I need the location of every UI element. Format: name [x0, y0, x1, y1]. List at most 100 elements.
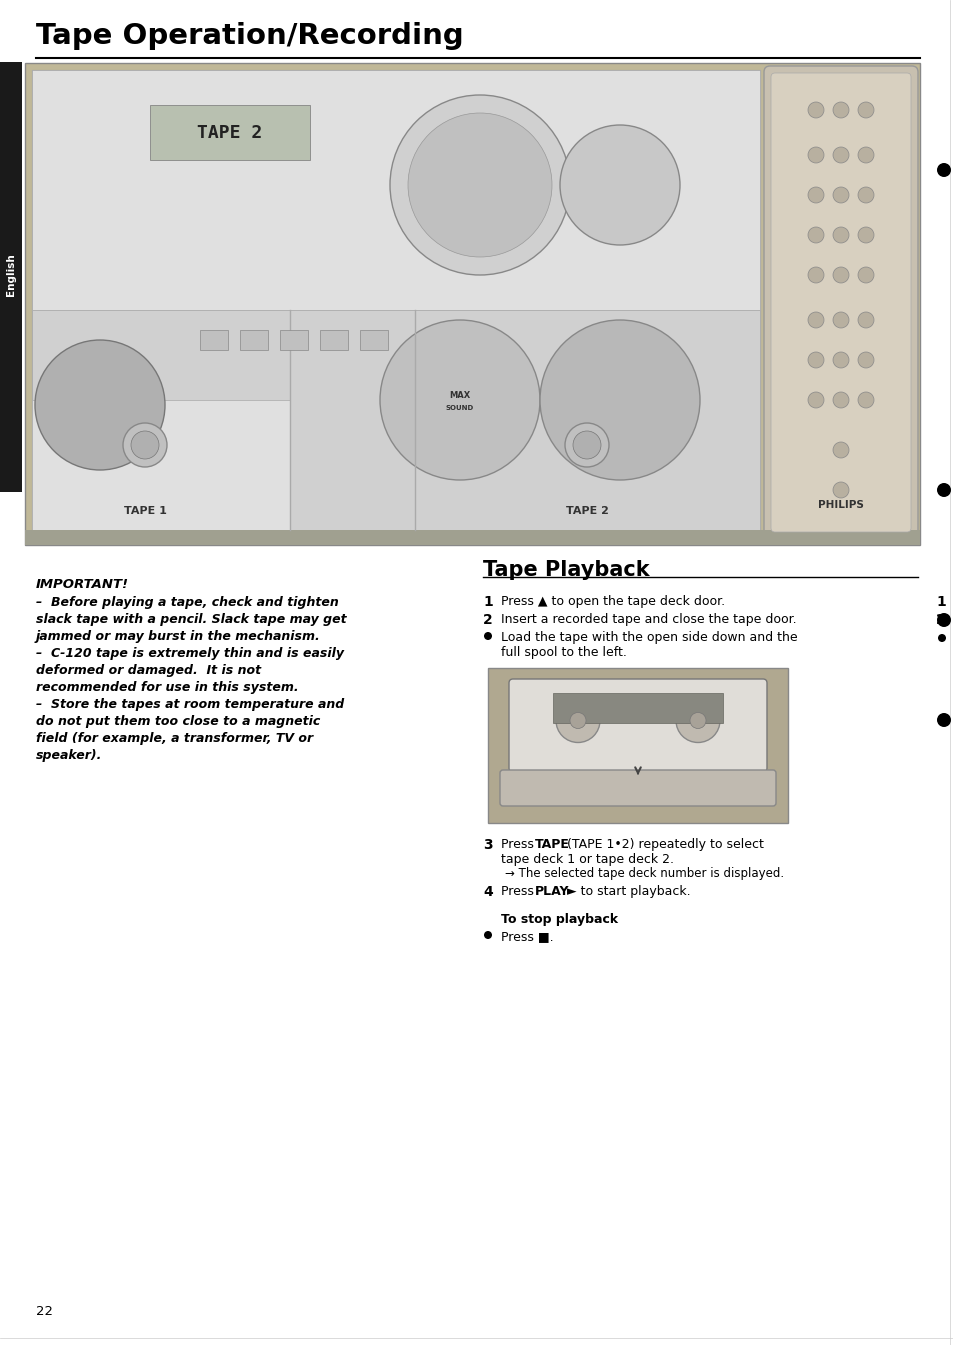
Circle shape: [832, 443, 848, 459]
Circle shape: [832, 391, 848, 408]
Circle shape: [390, 95, 569, 274]
Circle shape: [832, 102, 848, 118]
Bar: [280, 330, 308, 350]
Text: TAPE 2: TAPE 2: [565, 506, 608, 516]
Circle shape: [807, 312, 823, 328]
Text: –  Before playing a tape, check and tighten: – Before playing a tape, check and tight…: [36, 596, 338, 609]
Text: PLAY: PLAY: [535, 885, 569, 898]
Circle shape: [123, 422, 167, 467]
Text: English: English: [6, 254, 16, 296]
Text: full spool to the left.: full spool to the left.: [500, 646, 626, 659]
Circle shape: [573, 430, 600, 459]
Text: 2: 2: [935, 613, 944, 627]
Circle shape: [676, 698, 720, 742]
Bar: [150, 105, 310, 160]
Text: tape deck 1 or tape deck 2.: tape deck 1 or tape deck 2.: [500, 853, 673, 866]
Circle shape: [807, 102, 823, 118]
Circle shape: [936, 483, 950, 498]
Text: TAPE 1: TAPE 1: [124, 506, 166, 516]
Bar: [32, 309, 760, 530]
Circle shape: [936, 713, 950, 728]
Circle shape: [408, 113, 552, 257]
Text: field (for example, a transformer, TV or: field (for example, a transformer, TV or: [36, 732, 313, 745]
Circle shape: [807, 268, 823, 282]
Text: Press: Press: [500, 838, 537, 851]
Text: TAPE: TAPE: [535, 838, 569, 851]
Text: Tape Operation/Recording: Tape Operation/Recording: [36, 22, 463, 50]
Bar: [0, 62, 22, 492]
Circle shape: [689, 713, 705, 729]
Text: 3: 3: [482, 838, 492, 851]
Text: MAX: MAX: [449, 390, 470, 399]
Circle shape: [807, 187, 823, 203]
Bar: [240, 330, 268, 350]
Circle shape: [857, 268, 873, 282]
Text: Press ▲ to open the tape deck door.: Press ▲ to open the tape deck door.: [500, 594, 724, 608]
Text: Press ■.: Press ■.: [500, 929, 553, 943]
Text: ► to start playback.: ► to start playback.: [562, 885, 690, 898]
Text: do not put them too close to a magnetic: do not put them too close to a magnetic: [36, 716, 320, 728]
Circle shape: [857, 227, 873, 243]
Circle shape: [857, 312, 873, 328]
Circle shape: [131, 430, 159, 459]
Text: Tape Playback: Tape Playback: [482, 560, 649, 580]
FancyBboxPatch shape: [770, 73, 910, 533]
Text: 22: 22: [36, 1305, 53, 1318]
Circle shape: [936, 163, 950, 178]
Text: 4: 4: [482, 885, 493, 898]
Bar: [319, 330, 348, 350]
Circle shape: [483, 931, 492, 939]
Circle shape: [857, 147, 873, 163]
Circle shape: [35, 340, 165, 469]
Circle shape: [807, 147, 823, 163]
Text: 1: 1: [482, 594, 493, 609]
Bar: [200, 330, 228, 350]
Circle shape: [857, 352, 873, 369]
Text: TAPE 2: TAPE 2: [197, 124, 262, 141]
Circle shape: [857, 391, 873, 408]
Bar: [25, 63, 919, 545]
Circle shape: [832, 268, 848, 282]
Text: Insert a recorded tape and close the tape door.: Insert a recorded tape and close the tap…: [500, 613, 796, 625]
Circle shape: [832, 312, 848, 328]
Circle shape: [807, 352, 823, 369]
Circle shape: [807, 391, 823, 408]
Bar: [553, 693, 722, 724]
Circle shape: [857, 102, 873, 118]
Bar: [359, 330, 388, 350]
Text: –  Store the tapes at room temperature and: – Store the tapes at room temperature an…: [36, 698, 344, 712]
FancyBboxPatch shape: [763, 66, 917, 539]
Text: PHILIPS: PHILIPS: [818, 500, 863, 510]
Circle shape: [832, 482, 848, 498]
Text: 1: 1: [935, 594, 944, 609]
Text: Load the tape with the open side down and the: Load the tape with the open side down an…: [500, 631, 797, 644]
Circle shape: [832, 187, 848, 203]
Circle shape: [832, 352, 848, 369]
Circle shape: [559, 125, 679, 245]
Circle shape: [379, 320, 539, 480]
Circle shape: [936, 613, 950, 627]
Circle shape: [556, 698, 599, 742]
Text: To stop playback: To stop playback: [500, 913, 618, 925]
Text: Press: Press: [500, 885, 537, 898]
Circle shape: [483, 632, 492, 640]
Circle shape: [564, 422, 608, 467]
Circle shape: [937, 633, 945, 642]
Text: speaker).: speaker).: [36, 749, 102, 763]
Circle shape: [857, 187, 873, 203]
Text: recommended for use in this system.: recommended for use in this system.: [36, 681, 298, 694]
Bar: [32, 70, 760, 309]
Circle shape: [569, 713, 585, 729]
FancyBboxPatch shape: [499, 769, 775, 806]
Bar: [32, 70, 760, 530]
Text: jammed or may burst in the mechanism.: jammed or may burst in the mechanism.: [36, 629, 320, 643]
Text: IMPORTANT!: IMPORTANT!: [36, 578, 129, 590]
Text: –  C-120 tape is extremely thin and is easily: – C-120 tape is extremely thin and is ea…: [36, 647, 344, 660]
Text: → The selected tape deck number is displayed.: → The selected tape deck number is displ…: [504, 868, 783, 880]
Text: SOUND: SOUND: [445, 405, 474, 412]
Text: (TAPE 1•2) repeatedly to select: (TAPE 1•2) repeatedly to select: [562, 838, 763, 851]
Text: 2: 2: [482, 613, 493, 627]
Text: deformed or damaged.  It is not: deformed or damaged. It is not: [36, 664, 261, 677]
Bar: [32, 399, 290, 530]
Bar: [25, 530, 919, 545]
